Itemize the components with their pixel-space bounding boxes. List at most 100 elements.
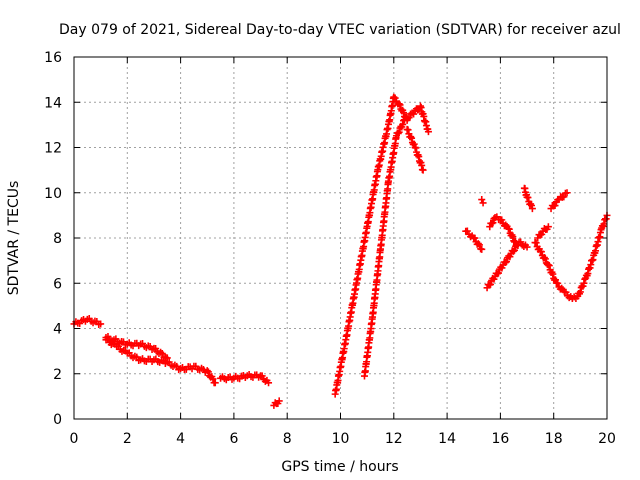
data-point: [404, 126, 412, 134]
data-point: [211, 379, 219, 387]
y-tick-label: 10: [44, 186, 62, 202]
data-point: [204, 368, 212, 376]
series-track-h: [403, 125, 427, 174]
data-point: [528, 205, 536, 213]
data-point: [510, 246, 518, 254]
data-point: [399, 120, 407, 128]
data-point: [538, 230, 546, 238]
data-point: [498, 216, 506, 224]
x-tick-label: 2: [123, 431, 132, 447]
data-point: [394, 129, 402, 137]
y-tick-label: 8: [53, 231, 62, 247]
series-track-j: [478, 196, 487, 207]
data-point: [475, 241, 483, 249]
y-tick-label: 16: [44, 50, 62, 66]
data-point: [395, 100, 403, 108]
data-point: [163, 354, 171, 362]
data-point: [478, 245, 486, 253]
y-tick-label: 6: [53, 276, 62, 292]
data-point: [275, 397, 283, 405]
data-point: [558, 284, 566, 292]
data-points: [70, 93, 611, 409]
x-tick-label: 16: [491, 431, 509, 447]
y-tick-label: 14: [44, 95, 62, 111]
data-point: [544, 223, 552, 231]
data-point: [479, 199, 487, 207]
data-point: [580, 279, 588, 287]
grid: [74, 57, 607, 419]
data-point: [424, 128, 432, 136]
x-axis-label: GPS time / hours: [281, 459, 398, 475]
data-point: [523, 243, 531, 251]
series-track-f: [331, 93, 411, 398]
series-track-g: [360, 102, 432, 380]
x-tick-label: 20: [598, 431, 616, 447]
x-tick-label: 18: [545, 431, 563, 447]
data-point: [560, 193, 568, 201]
data-point: [396, 101, 404, 109]
data-point: [405, 114, 413, 122]
data-point: [410, 140, 418, 148]
y-tick-label: 2: [53, 367, 62, 383]
data-point: [501, 259, 509, 267]
series-track-c: [102, 333, 171, 362]
data-point: [209, 375, 217, 383]
data-point: [419, 166, 427, 174]
data-point: [494, 269, 502, 277]
y-tick-label: 0: [53, 412, 62, 428]
y-tick-label: 12: [44, 141, 62, 157]
x-tick-label: 10: [332, 431, 350, 447]
data-point: [487, 280, 495, 288]
data-point: [549, 270, 557, 278]
series-track-d: [217, 370, 273, 387]
data-point: [541, 255, 549, 263]
data-point: [505, 225, 513, 233]
data-point: [404, 115, 412, 123]
chart-title: Day 079 of 2021, Sidereal Day-to-day VTE…: [59, 22, 621, 38]
data-point: [407, 133, 415, 141]
series-track-a: [70, 315, 105, 329]
data-point: [545, 262, 553, 270]
data-point: [390, 93, 398, 101]
data-point: [391, 94, 399, 102]
x-tick-label: 4: [176, 431, 185, 447]
data-point: [502, 258, 510, 266]
series-track-o: [534, 223, 552, 242]
data-point: [537, 248, 545, 256]
series-track-i: [462, 227, 486, 253]
axis-ticks: 0 2 4 6 8 10 12 14 16 18 20 0 2 4 6 8 10 12 14 16: [44, 50, 616, 447]
x-tick-label: 6: [229, 431, 238, 447]
y-axis-label: SDTVAR / TECUs: [6, 181, 22, 296]
series-track-n: [531, 211, 611, 303]
data-point: [489, 219, 497, 227]
data-point: [509, 233, 517, 241]
data-point: [203, 367, 211, 375]
series-track-l: [486, 213, 520, 249]
plot-frame: [73, 56, 608, 420]
data-point: [502, 221, 510, 229]
data-point: [512, 238, 520, 246]
data-point: [410, 110, 418, 118]
data-point: [400, 109, 408, 117]
series-track-k: [483, 238, 531, 292]
x-tick-label: 8: [283, 431, 292, 447]
data-point: [395, 128, 403, 136]
data-point: [506, 253, 514, 261]
data-point: [562, 288, 570, 296]
data-point: [478, 196, 486, 204]
data-point: [512, 241, 520, 249]
data-point: [474, 240, 482, 248]
data-point: [576, 288, 584, 296]
series-track-p: [547, 189, 571, 213]
data-point: [524, 194, 532, 202]
data-point: [540, 253, 548, 261]
x-tick-label: 12: [385, 431, 403, 447]
data-point: [408, 134, 416, 142]
data-point: [97, 320, 105, 328]
data-point: [551, 202, 559, 210]
data-point: [563, 189, 571, 197]
series-track-e: [270, 397, 283, 409]
data-point: [554, 279, 562, 287]
series-track-m: [520, 184, 536, 213]
